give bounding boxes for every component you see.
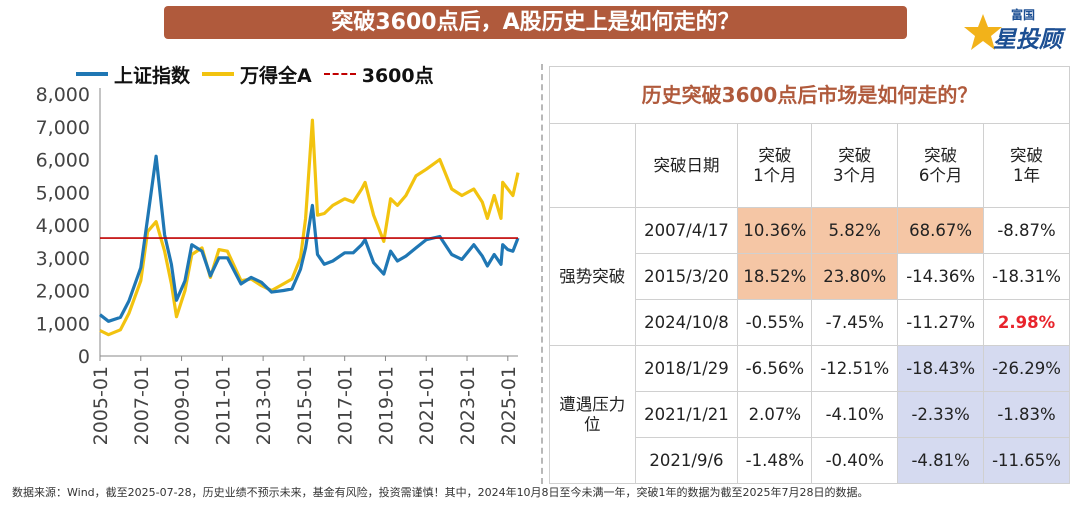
x-tick-label: 2019-01 xyxy=(375,366,397,445)
group-label-strong: 强势突破 xyxy=(549,207,636,346)
y-tick-label: 4,000 xyxy=(36,215,90,237)
x-tick-label: 2025-01 xyxy=(498,366,520,445)
header-1y: 突破 1年 xyxy=(983,123,1070,208)
star-icon xyxy=(964,14,1002,50)
legend-item-wind: 万得全A xyxy=(202,61,312,88)
row-date: 2021/9/6 xyxy=(634,437,739,484)
page-title-banner: 突破3600点后，A股历史上是如何走的？ xyxy=(164,6,907,39)
index-line-chart: 0 1,000 2,000 3,000 4,000 5,000 6,000 7,000 8,00… xyxy=(36,84,520,445)
y-tick-label: 7,000 xyxy=(36,117,90,139)
cell-6m: -4.81% xyxy=(897,437,985,484)
row-date: 2021/1/21 xyxy=(634,391,739,438)
series-line-sse xyxy=(99,154,520,323)
section-divider xyxy=(541,64,543,484)
group-label-resistance: 遭遇压力 位 xyxy=(549,345,636,484)
x-tick-label: 2015-01 xyxy=(294,366,316,445)
x-tick-label: 2007-01 xyxy=(131,366,153,445)
y-tick-label: 0 xyxy=(78,346,90,368)
legend-swatch-3600 xyxy=(323,73,356,75)
cell-3m: -7.45% xyxy=(811,299,899,346)
cell-1m: 2.07% xyxy=(737,391,813,438)
cell-3m: 5.82% xyxy=(811,207,899,254)
cell-1m: -6.56% xyxy=(737,345,813,392)
header-group xyxy=(549,123,636,208)
y-tick-label: 5,000 xyxy=(36,182,90,204)
table-row: 遭遇压力 位 2018/1/29 -6.56% -12.51% -18.43% … xyxy=(549,345,1070,484)
y-tick-label: 3,000 xyxy=(36,248,90,270)
legend-label-3600: 3600点 xyxy=(361,64,434,87)
legend-label-sse: 上证指数 xyxy=(114,64,191,87)
y-tick-label: 8,000 xyxy=(36,84,90,106)
data-source-footnote: 数据来源：Wind，截至2025-07-28，历史业绩不预示未来，基金有风险，投… xyxy=(12,486,869,499)
header-date: 突破日期 xyxy=(634,123,739,208)
x-tick-label: 2013-01 xyxy=(253,366,275,445)
cell-1m: -0.55% xyxy=(737,299,813,346)
legend-label-wind: 万得全A xyxy=(240,64,312,87)
header-6m: 突破 6个月 xyxy=(897,123,985,208)
cell-3m: 23.80% xyxy=(811,253,899,300)
legend-item-sse: 上证指数 xyxy=(76,61,190,88)
cell-3m: -12.51% xyxy=(811,345,899,392)
cell-1y: -26.29% xyxy=(983,345,1070,392)
y-tick-label: 6,000 xyxy=(36,150,90,172)
y-tick-label: 1,000 xyxy=(36,313,90,335)
row-date: 2024/10/8 xyxy=(634,299,739,346)
x-tick-label: 2023-01 xyxy=(457,366,479,445)
header-1m: 突破 1个月 xyxy=(737,123,813,208)
cell-1m: 10.36% xyxy=(737,207,813,254)
x-tick-label: 2017-01 xyxy=(335,366,357,445)
row-date: 2018/1/29 xyxy=(634,345,739,392)
cell-1y: -11.65% xyxy=(983,437,1070,484)
cell-6m: -14.36% xyxy=(897,253,985,300)
cell-1m: 18.52% xyxy=(737,253,813,300)
cell-1y: -1.83% xyxy=(983,391,1070,438)
table-row: 2021/9/6 -1.48% -0.40% -4.81% -11.65% xyxy=(550,437,1070,484)
cell-6m: -11.27% xyxy=(897,299,985,346)
table-row: 2024/10/8 -0.55% -7.45% -11.27% 2.98% xyxy=(550,299,1070,346)
cell-1y: -8.87% xyxy=(983,207,1070,254)
legend-swatch-wind xyxy=(202,72,235,76)
series-line-wind-all-a xyxy=(99,118,520,337)
legend-item-3600: 3600点 xyxy=(323,61,434,88)
table-row: 2021/1/21 2.07% -4.10% -2.33% -1.83% xyxy=(550,391,1070,438)
y-tick-label: 2,000 xyxy=(36,281,90,303)
cell-6m: 68.67% xyxy=(897,207,985,254)
cell-3m: -0.40% xyxy=(811,437,899,484)
cell-3m: -4.10% xyxy=(811,391,899,438)
cell-1y: -18.31% xyxy=(983,253,1070,300)
cell-1m: -1.48% xyxy=(737,437,813,484)
row-date: 2007/4/17 xyxy=(634,207,739,254)
logo-main-text: 星投顾 xyxy=(993,27,1062,53)
row-date: 2015/3/20 xyxy=(634,253,739,300)
chart-legend: 上证指数 万得全A 3600点 xyxy=(76,61,446,88)
table-row: 强势突破 2007/4/17 10.36% 5.82% 68.67% -8.87… xyxy=(549,207,1070,346)
table-header-row: 突破日期 突破 1个月 突破 3个月 突破 6个月 突破 1年 xyxy=(549,123,1070,208)
cell-1y: 2.98% xyxy=(983,299,1070,346)
fuguo-logo: 富国 星投顾 xyxy=(963,6,1073,53)
x-tick-label: 2021-01 xyxy=(416,366,438,445)
table-title: 历史突破3600点后市场是如何走的？ xyxy=(549,66,1070,124)
legend-swatch-sse xyxy=(76,72,108,76)
breakout-table: 突破日期 突破 1个月 突破 3个月 突破 6个月 突破 1年 强势突破 200… xyxy=(549,123,1070,484)
breakout-table-panel: 历史突破3600点后市场是如何走的？ 突破日期 突破 1个月 突破 3个月 突破… xyxy=(549,66,1070,484)
x-tick-label: 2005-01 xyxy=(90,366,112,445)
x-tick-label: 2009-01 xyxy=(172,366,194,445)
table-row: 2015/3/20 18.52% 23.80% -14.36% -18.31% xyxy=(550,253,1070,300)
cell-6m: -18.43% xyxy=(897,345,985,392)
cell-6m: -2.33% xyxy=(897,391,985,438)
logo-top-text: 富国 xyxy=(1011,8,1036,22)
header-3m: 突破 3个月 xyxy=(811,123,899,208)
x-tick-label: 2011-01 xyxy=(212,366,234,445)
